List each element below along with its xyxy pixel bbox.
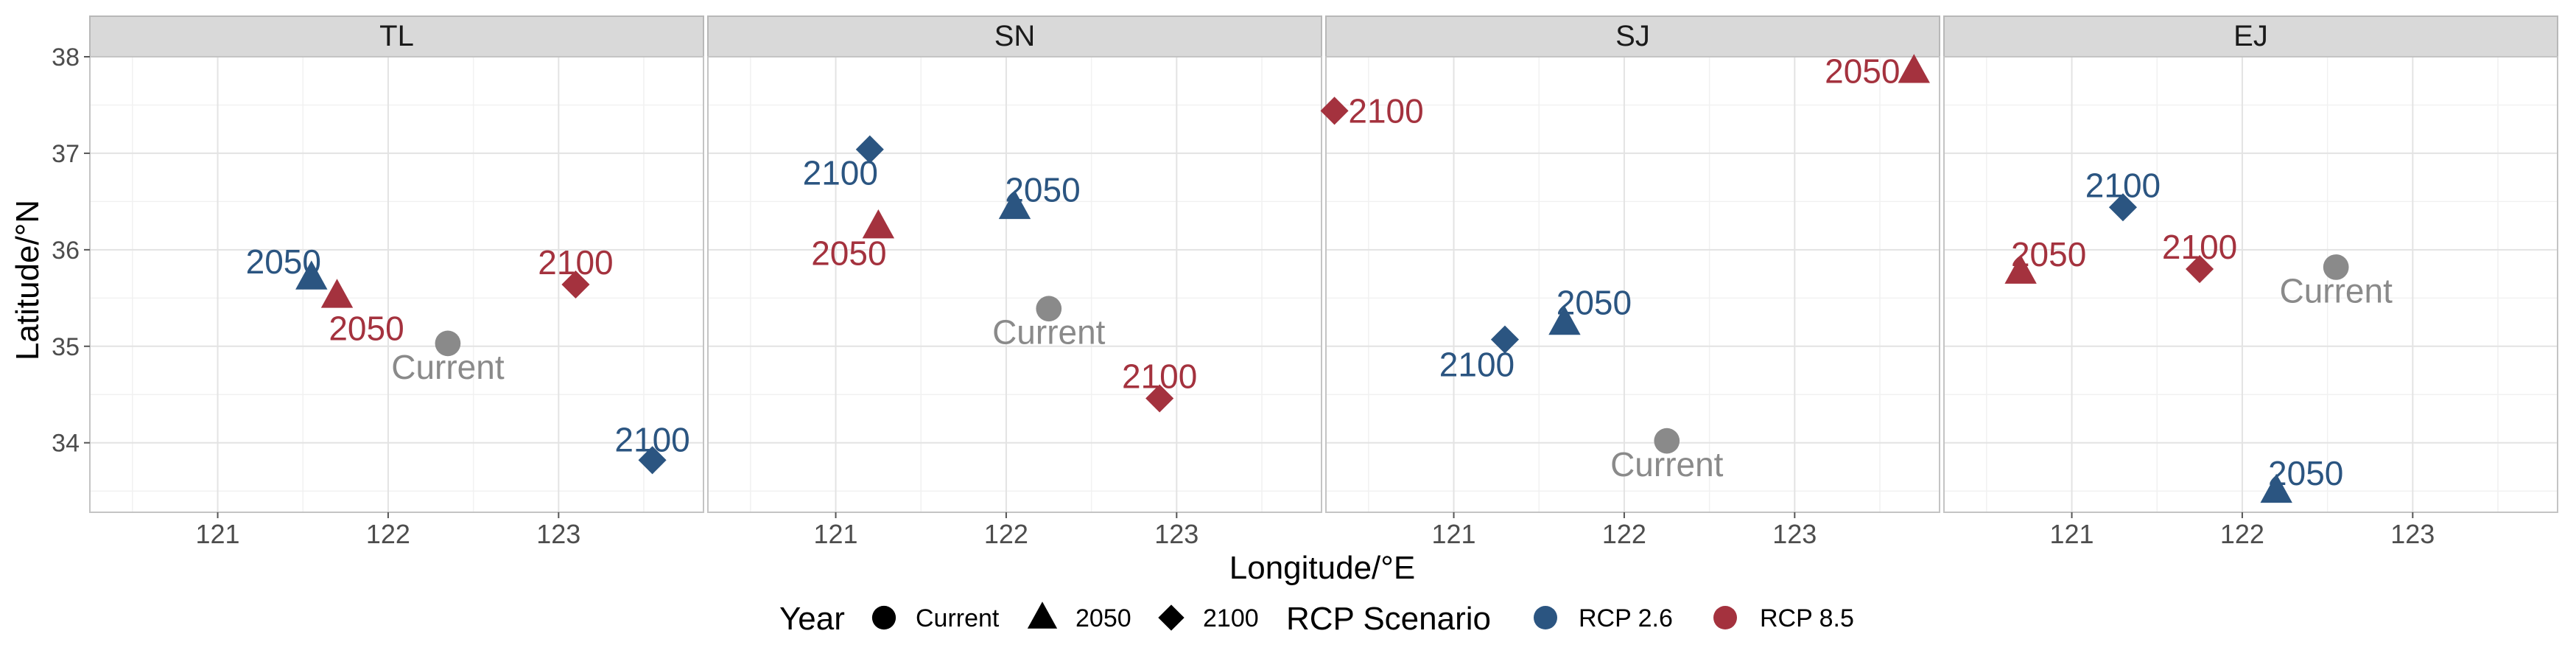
- data-point-label: Current: [1610, 445, 1724, 484]
- legend-key-2050: [1027, 601, 1058, 629]
- data-point-label: 2050: [329, 310, 404, 348]
- facet-panel-sn: SN Current 2050 2050 2100 2100: [707, 15, 1322, 513]
- data-point-label: 2050: [1557, 283, 1632, 321]
- data-point-2100: [855, 135, 884, 164]
- panel-border: [1325, 56, 1940, 513]
- data-point-2050: [1548, 305, 1581, 335]
- data-point-2050: [295, 260, 328, 290]
- facet-strip: [1325, 15, 1940, 57]
- data-point-label: 2100: [1122, 357, 1197, 396]
- data-point-2100: [638, 446, 667, 475]
- data-point-label: 2050: [246, 242, 321, 281]
- legend-label-year: 2050: [1075, 604, 1131, 632]
- data-point-label: 2100: [1348, 91, 1423, 130]
- panel-border: [89, 56, 704, 513]
- x-tick-label: 121: [814, 519, 858, 549]
- data-point-label: 2050: [2011, 235, 2086, 273]
- facet-strip-label: SN: [994, 20, 1036, 52]
- data-point-2100: [1320, 97, 1349, 125]
- y-axis-title: Latitude/°N: [10, 200, 46, 360]
- data-point-current: [2323, 254, 2349, 280]
- x-tick-label: 122: [366, 519, 410, 549]
- data-point-label: 2050: [1005, 170, 1080, 209]
- facet-strip-label: TL: [379, 20, 414, 52]
- data-point-label: 2100: [1439, 346, 1515, 384]
- data-point-2100: [1490, 325, 1519, 354]
- data-point-2050: [320, 279, 354, 308]
- data-point-label: 2100: [538, 243, 613, 282]
- facet-strip-label: EJ: [2233, 20, 2268, 52]
- x-tick-label: 121: [196, 519, 240, 549]
- facet-panel-sj: SJ Current 2050 2050 2100 2100: [1320, 15, 1940, 513]
- data-point-2050: [1898, 54, 1930, 83]
- x-tick-label: 122: [2220, 519, 2264, 549]
- facet-strip-label: SJ: [1615, 20, 1650, 52]
- x-tick-label: 123: [2390, 519, 2435, 549]
- panel-border: [1943, 56, 2558, 513]
- data-point-label: 2100: [803, 154, 878, 192]
- y-tick-label: 34: [52, 430, 80, 458]
- legend-key-scenario: [1534, 606, 1557, 629]
- y-tick-label: 35: [52, 333, 80, 361]
- x-tick-label: 122: [984, 519, 1028, 549]
- data-point-label: 2100: [2085, 166, 2161, 204]
- data-point-2100: [1145, 384, 1174, 413]
- facet-panels: TLCurrent2050205021002100SNCurrent205020…: [89, 15, 2558, 513]
- x-axes: 121 122 123 121 122 123 121 122 123 121 122 123: [196, 512, 2435, 549]
- data-point-2050: [998, 189, 1031, 220]
- y-axis: 34 35 36 37 38: [52, 43, 90, 458]
- legend-title-scenario: RCP Scenario: [1286, 601, 1491, 637]
- legend-label-year: 2100: [1203, 604, 1259, 632]
- x-tick-label: 123: [1154, 519, 1198, 549]
- facet-strip: [1943, 15, 2558, 57]
- data-point-2100: [2186, 255, 2214, 284]
- x-axis-title: Longitude/°E: [1229, 550, 1415, 586]
- legend-key-2100: [1158, 604, 1185, 631]
- facet-strip: [89, 15, 704, 57]
- data-point-label: Current: [992, 313, 1106, 352]
- data-point-2100: [561, 270, 590, 299]
- y-tick-label: 37: [52, 140, 80, 168]
- x-tick-label: 123: [536, 519, 580, 549]
- data-point-label: Current: [2279, 271, 2393, 310]
- data-point-label: 2050: [2268, 454, 2343, 492]
- legend-title-year: Year: [779, 601, 845, 637]
- data-point-label: 2100: [614, 420, 689, 458]
- data-point-2050: [862, 209, 895, 239]
- data-point-label: 2050: [811, 234, 886, 272]
- legend-label-scenario: RCP 8.5: [1760, 604, 1854, 632]
- data-point-label: Current: [391, 348, 505, 386]
- panel-border: [707, 56, 1322, 513]
- x-tick-label: 121: [1432, 519, 1476, 549]
- y-tick-label: 36: [52, 237, 80, 265]
- data-point-current: [1036, 296, 1062, 322]
- legend-key-current: [871, 605, 896, 630]
- x-tick-label: 123: [1772, 519, 1817, 549]
- data-point-current: [435, 330, 461, 357]
- x-tick-label: 121: [2050, 519, 2094, 549]
- legend-label-year: Current: [916, 604, 1000, 632]
- facet-strip: [707, 15, 1322, 57]
- legend-label-scenario: RCP 2.6: [1579, 604, 1673, 632]
- legend: Year Current 2050 2100 RCP Scenario RCP 2.6 RC…: [779, 601, 1854, 637]
- data-point-label: 2050: [1825, 52, 1900, 91]
- data-point-2050: [2260, 473, 2292, 503]
- data-point-current: [1654, 428, 1680, 454]
- y-tick-label: 38: [52, 43, 80, 71]
- data-point-label: 2100: [2162, 228, 2237, 266]
- data-point-2050: [2004, 254, 2037, 284]
- x-tick-label: 122: [1602, 519, 1646, 549]
- legend-key-scenario: [1713, 606, 1737, 629]
- data-point-2100: [2108, 193, 2137, 222]
